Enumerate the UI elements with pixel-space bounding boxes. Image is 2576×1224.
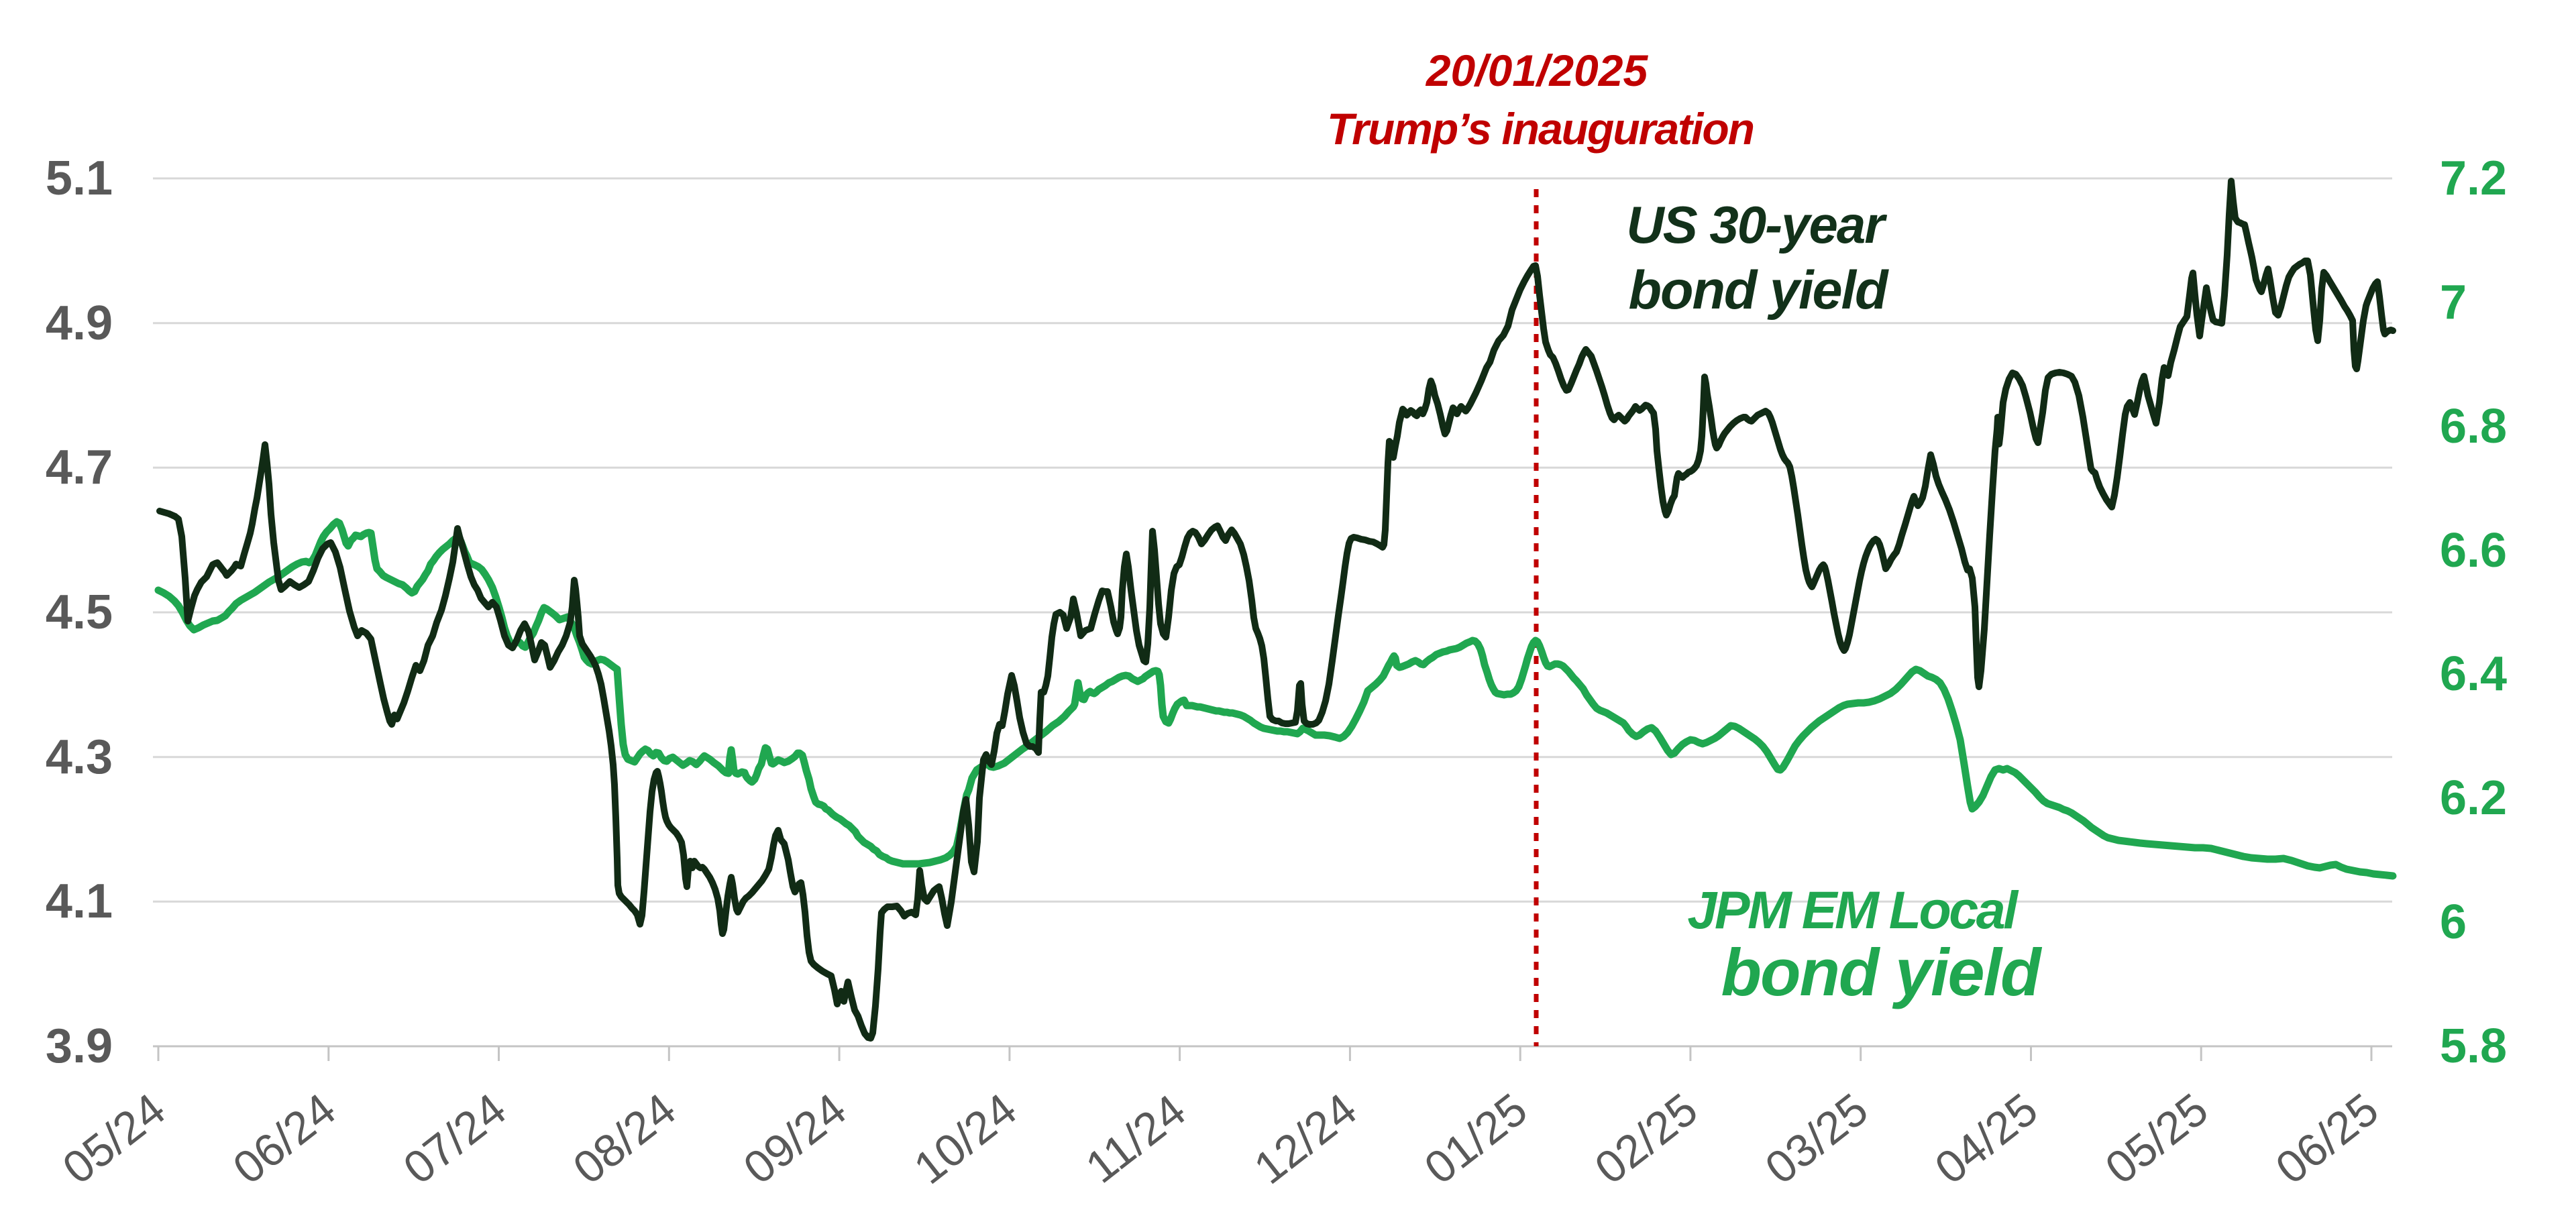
svg-text:5.1: 5.1 bbox=[46, 152, 113, 205]
svg-text:7.2: 7.2 bbox=[2440, 152, 2507, 205]
svg-text:4.5: 4.5 bbox=[46, 586, 113, 639]
svg-text:6.4: 6.4 bbox=[2440, 647, 2507, 701]
svg-text:3.9: 3.9 bbox=[46, 1019, 113, 1073]
svg-text:bond yield: bond yield bbox=[1629, 260, 1890, 321]
svg-text:6.2: 6.2 bbox=[2440, 771, 2507, 825]
svg-text:5.8: 5.8 bbox=[2440, 1019, 2507, 1073]
svg-text:JPM EM Local: JPM EM Local bbox=[1687, 880, 2019, 940]
svg-text:4.3: 4.3 bbox=[46, 730, 113, 784]
svg-text:6.8: 6.8 bbox=[2440, 400, 2507, 453]
svg-text:4.9: 4.9 bbox=[46, 296, 113, 350]
svg-text:US 30-year: US 30-year bbox=[1626, 195, 1887, 254]
svg-text:7: 7 bbox=[2440, 276, 2467, 329]
svg-text:20/01/2025: 20/01/2025 bbox=[1425, 46, 1649, 95]
svg-text:6: 6 bbox=[2440, 895, 2467, 949]
svg-text:4.7: 4.7 bbox=[46, 441, 113, 494]
svg-text:4.1: 4.1 bbox=[46, 875, 113, 928]
svg-text:6.6: 6.6 bbox=[2440, 524, 2507, 577]
svg-text:Trump’s inauguration: Trump’s inauguration bbox=[1327, 104, 1754, 154]
svg-text:bond yield: bond yield bbox=[1721, 935, 2043, 1009]
